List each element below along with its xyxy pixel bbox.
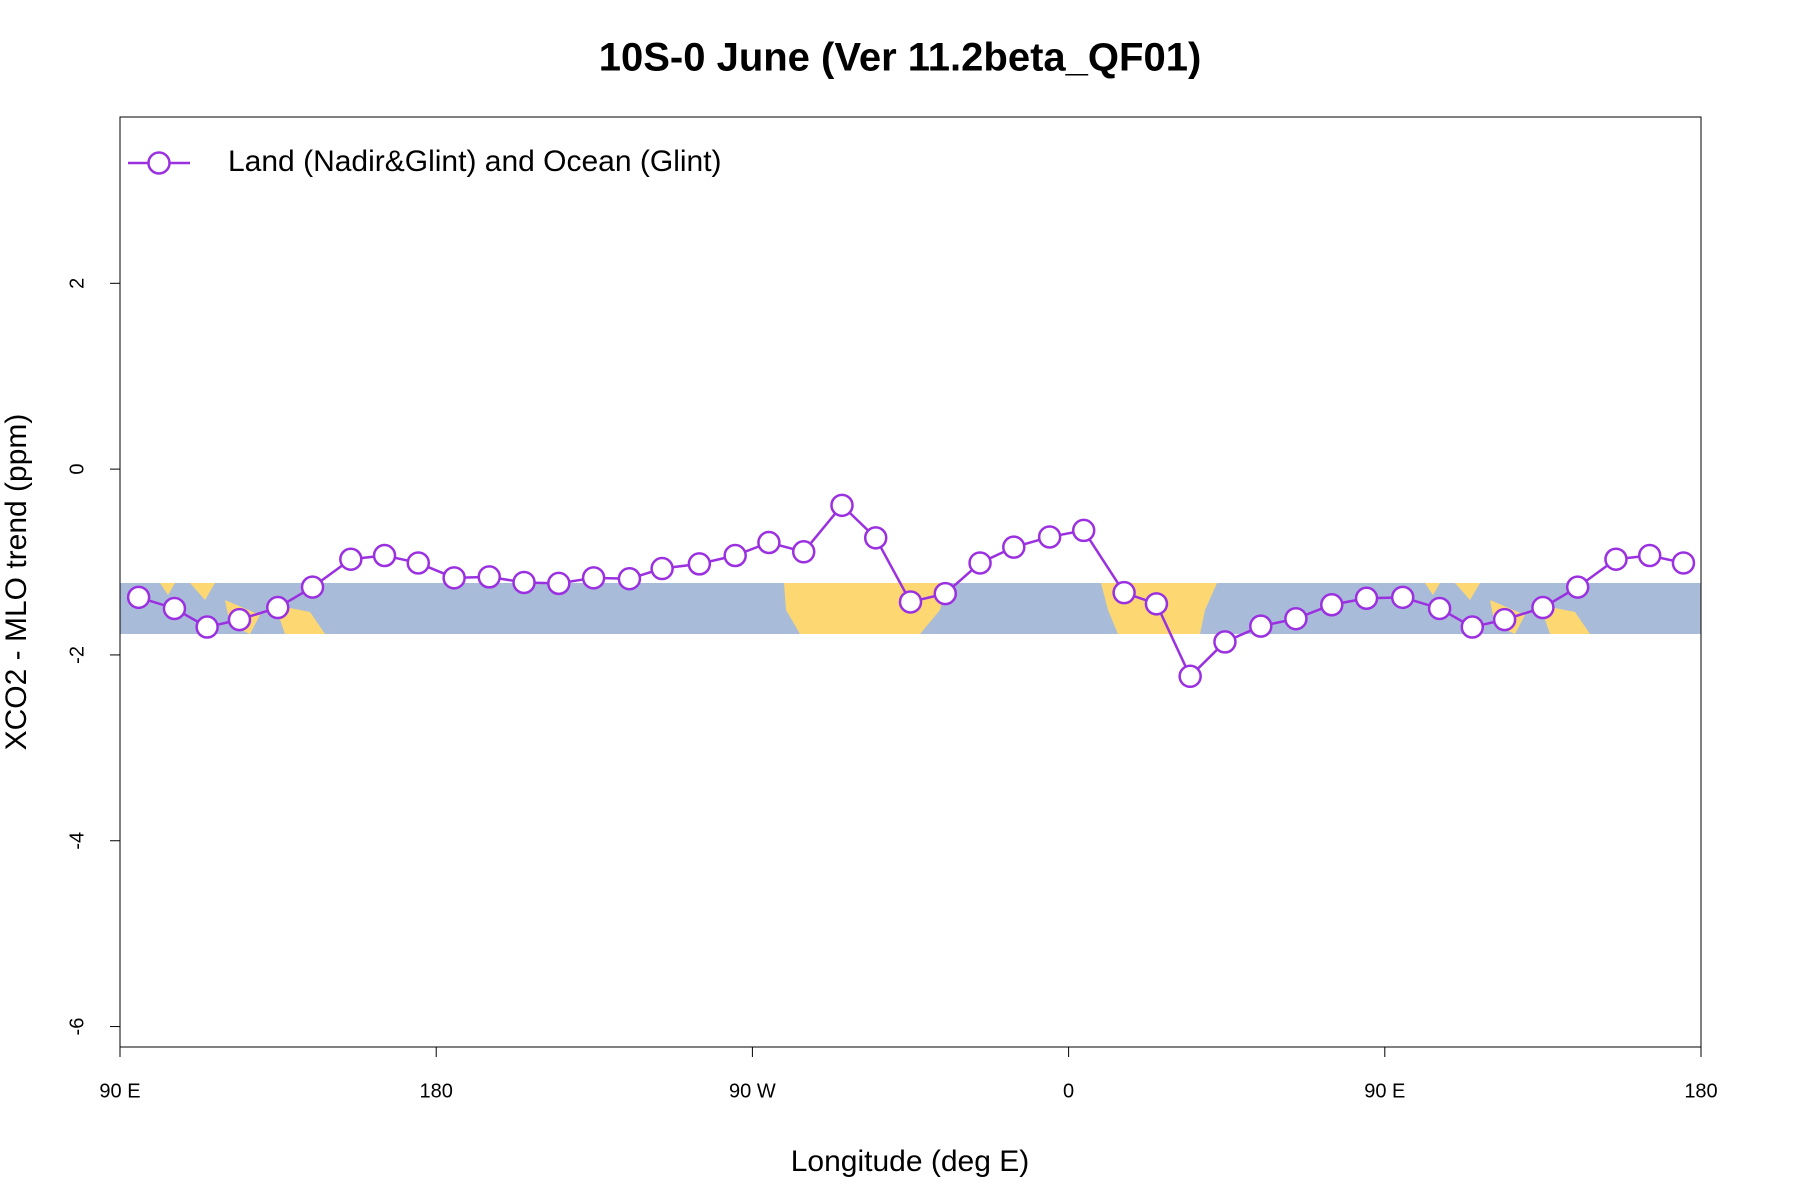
- plot-frame: [119, 116, 1702, 1048]
- data-point: [687, 552, 712, 576]
- data-point: [933, 581, 958, 606]
- data-point: [1427, 596, 1452, 621]
- y-tick-label: -6: [66, 1018, 88, 1036]
- data-point: [1284, 606, 1308, 631]
- data-point: [372, 543, 397, 568]
- data-point: [300, 575, 325, 599]
- data-point: [406, 551, 431, 575]
- data-point: [1037, 525, 1062, 549]
- data-point: [1565, 575, 1590, 599]
- data-point: [1002, 535, 1026, 559]
- data-point: [126, 585, 151, 610]
- legend-marker: [147, 151, 171, 175]
- x-tick-label: 0: [1063, 1080, 1074, 1102]
- data-point: [581, 566, 606, 590]
- data-point: [968, 551, 992, 575]
- data-point: [1071, 518, 1096, 543]
- x-tick-label: 180: [420, 1080, 453, 1102]
- chart-title: 10S-0 June (Ver 11.2beta_QF01): [599, 36, 1202, 80]
- x-tick-label: 180: [1684, 1080, 1717, 1102]
- y-tick-label: -2: [66, 646, 88, 664]
- data-point: [1460, 615, 1485, 639]
- data-point: [1531, 595, 1555, 620]
- data-point: [162, 596, 187, 621]
- data-point: [265, 595, 290, 620]
- data-point: [1354, 586, 1379, 611]
- data-point: [863, 526, 888, 550]
- data-point: [723, 543, 747, 568]
- x-tick-label: 90 W: [729, 1080, 776, 1102]
- x-axis-title: Longitude (deg E): [791, 1145, 1030, 1178]
- y-axis-title: XCO2 - MLO trend (ppm): [0, 414, 33, 751]
- data-point: [1390, 585, 1415, 610]
- data-point: [650, 556, 674, 581]
- data-point: [195, 615, 219, 639]
- data-point: [791, 540, 816, 564]
- x-tick-label: 90 E: [1364, 1080, 1405, 1102]
- data-point: [830, 493, 854, 518]
- data-point: [1112, 580, 1136, 605]
- data-point: [442, 566, 466, 590]
- data-point: [1178, 664, 1202, 689]
- y-tick-label: 0: [66, 464, 88, 475]
- data-point: [227, 607, 252, 632]
- x-tick-label: 90 E: [99, 1080, 140, 1102]
- data-point: [617, 566, 642, 591]
- y-tick-label: 2: [66, 278, 88, 289]
- data-point: [1249, 614, 1273, 638]
- data-point: [1213, 630, 1237, 654]
- data-point: [898, 590, 923, 614]
- data-point: [1671, 551, 1696, 575]
- data-point: [477, 565, 502, 589]
- data-point: [1144, 592, 1169, 616]
- legend-label: Land (Nadir&Glint) and Ocean (Glint): [228, 145, 722, 178]
- data-point: [1492, 607, 1517, 632]
- data-point: [339, 547, 363, 571]
- data-point: [1319, 593, 1344, 617]
- data-point: [512, 570, 536, 595]
- y-tick-label: -4: [66, 832, 88, 850]
- data-point: [1637, 543, 1662, 568]
- data-point: [1604, 547, 1628, 571]
- data-point: [757, 530, 781, 555]
- data-point: [547, 571, 571, 596]
